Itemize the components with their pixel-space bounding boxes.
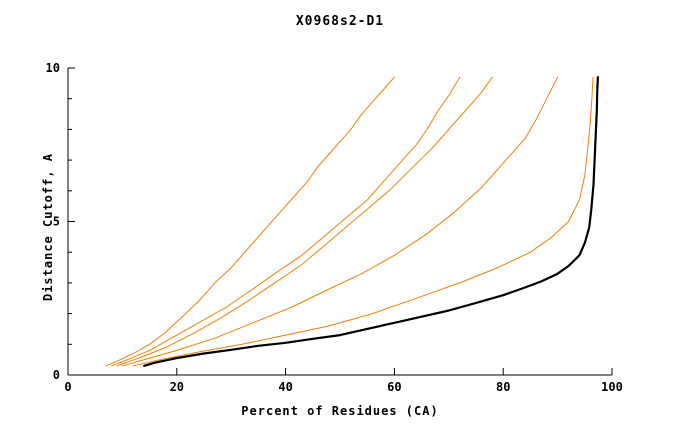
y-tick-label: 0 (53, 368, 60, 382)
y-tick-label: 10 (46, 61, 60, 75)
x-tick-label: 0 (64, 380, 71, 394)
series-line-model-orange-4 (121, 76, 559, 367)
series-line-model-black-best (143, 76, 600, 367)
x-tick-label: 80 (496, 380, 510, 394)
x-tick-label: 100 (601, 380, 623, 394)
y-axis-label: Distance Cutoff, A (41, 152, 55, 302)
series-line-model-orange-3 (116, 76, 493, 367)
x-tick-label: 40 (278, 380, 292, 394)
series-line-model-orange-5 (132, 76, 594, 367)
x-tick-label: 60 (387, 380, 401, 394)
series-line-model-orange-1 (105, 76, 395, 367)
y-tick-label: 5 (53, 215, 60, 229)
x-tick-label: 20 (170, 380, 184, 394)
series-line-model-orange-2 (111, 76, 461, 367)
chart-title: X0968s2-D1 (295, 14, 385, 29)
x-axis-label: Percent of Residues (CA) (241, 404, 439, 418)
